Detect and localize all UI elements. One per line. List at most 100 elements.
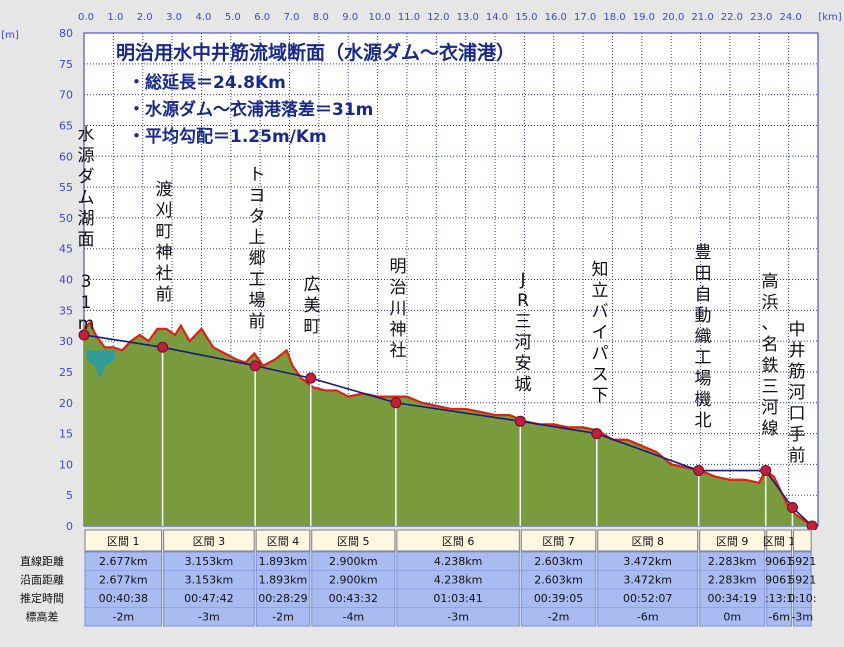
station-label-char: 水 [78,125,95,145]
station-label-char: 社 [156,264,173,284]
section-value: 3.153km [185,574,234,587]
station-label-char: 源 [78,146,95,166]
station-label-char: R [517,291,529,311]
y-tick-label: 50 [59,212,73,225]
x-tick-label: 12.0 [427,12,449,23]
x-tick-label: 11.0 [398,12,420,23]
station-label-char: 神 [156,243,173,263]
station-label-char: m [78,314,95,334]
section-value: -3m [791,611,813,624]
section-header-cell [792,529,812,552]
station-label-char: 線 [762,419,779,439]
station-label-char: 面 [78,230,95,250]
section-value: 3.472km [623,555,672,568]
section-value: 00:34:19 [707,592,756,605]
station-label-char: 渡 [156,180,173,200]
section-value: 2.603km [534,574,583,587]
section-header-label: 区間 8 [631,535,664,548]
station-label-char: ム [78,188,95,208]
dam-water-icon [85,350,117,379]
station-label-char: 前 [249,312,266,332]
section-value: -2m [548,611,570,624]
section-header-cell [766,529,792,552]
x-tick-label: 17.0 [574,12,596,23]
section-value: 2.900km [329,555,378,568]
section-value: 00:39:05 [534,592,583,605]
terrain-area [84,322,813,526]
y-tick-label: 35 [59,304,73,317]
station-label-char: 三 [515,312,532,332]
station-label-char: タ [249,207,266,227]
station-label-char: 河 [762,398,779,418]
station-label-char: 前 [156,285,173,305]
section-value: -4m [342,611,364,624]
station-label-char: 3 [81,272,92,292]
x-tick-label: 8.0 [313,12,329,23]
section-value: 01:03:41 [433,592,482,605]
station-label-char: 上 [249,228,266,248]
y-tick-label: 70 [59,89,73,102]
station-label-char: 三 [762,377,779,397]
station-label-char: 機 [695,390,712,410]
y-tick-label: 55 [59,181,73,194]
y-tick-label: 45 [59,243,73,256]
section-header-label: 区間 7 [542,535,575,548]
station-label-char: 自 [695,285,712,305]
station-label-char: 知 [592,260,609,280]
terrain-edge-line [83,320,813,527]
station-label-char: 口 [789,404,806,424]
section-value: -2m [272,611,294,624]
station-label-char: 河 [789,383,806,403]
section-header-cell [699,529,766,552]
station-label-char: 鉄 [762,356,779,376]
x-tick-label: 23.0 [750,12,772,23]
station-label-char: バ [592,302,609,322]
section-value: 1.893km [259,555,308,568]
section-header-cell [520,529,597,552]
station-marker [591,428,603,440]
row-label: 直線距離 [20,554,64,568]
station-label-char: 田 [695,264,712,284]
section-value: 2.283km [708,574,757,587]
section-value: 00:40:38 [99,592,148,605]
section-value: 2.677km [99,574,148,587]
x-tick-label: 10.0 [368,12,390,23]
section-header-cell [255,529,311,552]
section-value: 00:28:29 [258,592,307,605]
station-label-char: 井 [789,341,806,361]
station-label-char: 安 [515,354,532,374]
station-label-char: 神 [390,320,407,340]
station-label-char: 名 [762,335,779,355]
station-label-char: 立 [592,281,609,301]
station-label-char: 場 [695,369,712,389]
x-tick-label: 9.0 [342,12,358,23]
station-label-char: 郷 [249,249,266,269]
x-tick-label: 2.0 [137,12,153,23]
chart-note: ・水源ダム～衣浦港落差＝31m [128,99,373,120]
station-marker [249,360,261,372]
x-tick-label: 14.0 [486,12,508,23]
section-header-label: 区間 5 [337,535,370,548]
station-label-char: 川 [390,299,407,319]
x-tick-label: 0.0 [78,12,94,23]
station-marker [78,329,90,341]
x-tick-label: 15.0 [515,12,537,23]
station-label-char: 社 [390,341,407,361]
y-tick-label: 15 [59,428,73,441]
station-label-char: ダ [78,167,95,187]
station-label-char: 手 [789,425,806,445]
station-label-char: イ [592,323,609,343]
station-label-char: 美 [304,296,321,316]
station-label-char: 湖 [78,209,95,229]
section-header-cell [396,529,520,552]
x-tick-label: 22.0 [721,12,743,23]
station-label-char: 治 [390,278,407,298]
station-label-char: J [519,270,525,290]
station-marker [693,465,705,477]
y-unit-label: [m] [1,30,19,41]
x-tick-label: 16.0 [545,12,567,23]
y-tick-label: 75 [59,58,73,71]
